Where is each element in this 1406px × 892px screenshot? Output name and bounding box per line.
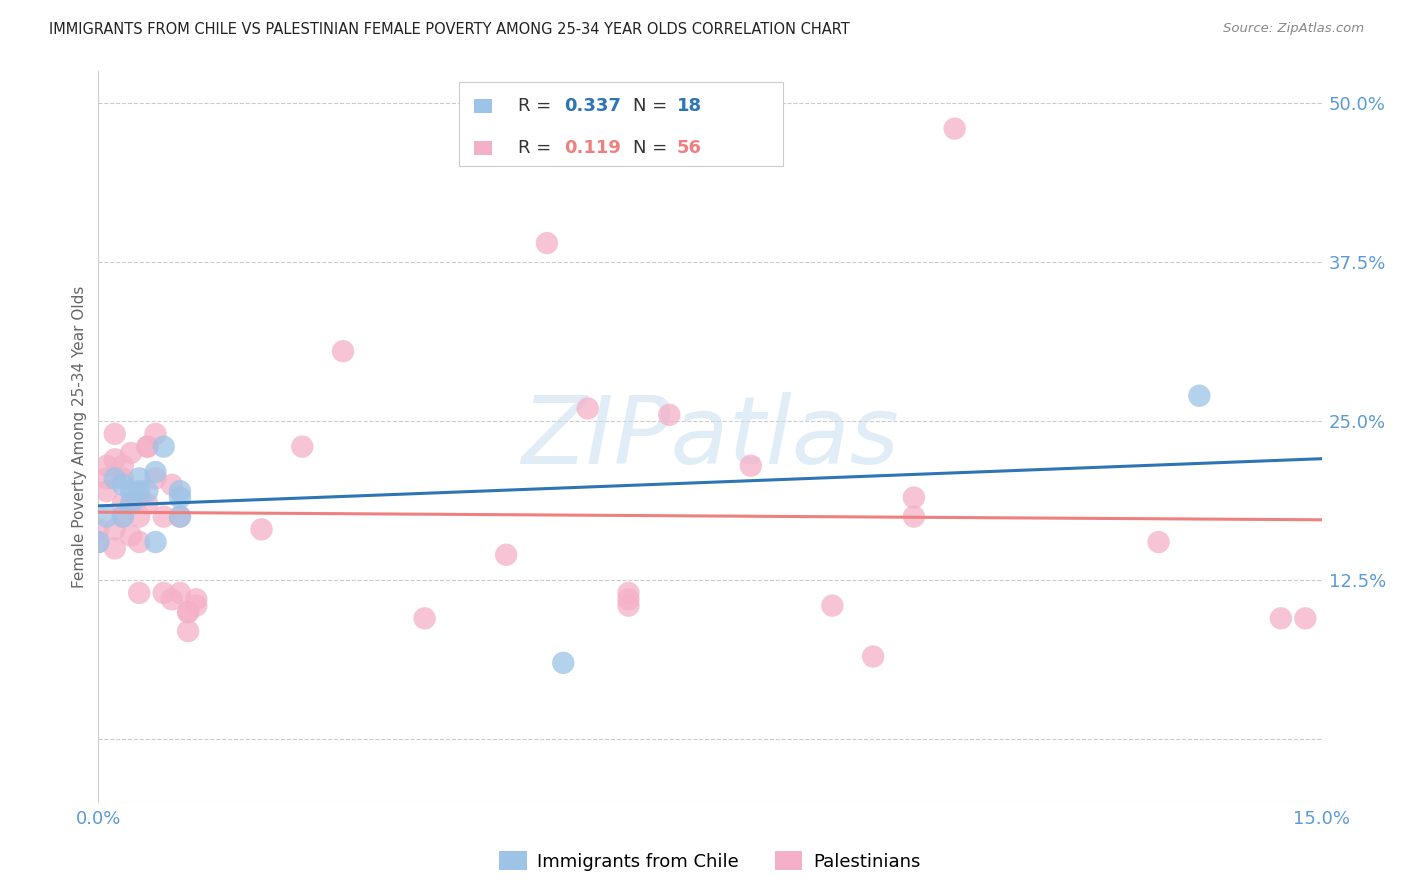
Point [1270,611,1292,625]
Point [332,344,354,359]
Point [169,491,191,505]
Point [177,624,200,638]
Point [87,535,110,549]
Point [87,522,110,536]
Point [536,236,558,251]
Point [120,497,142,511]
Text: N =: N = [633,139,673,157]
Point [120,529,142,543]
Point [136,497,159,511]
Point [96,471,118,485]
Point [903,491,925,505]
Text: R =: R = [517,97,557,115]
Point [1294,611,1316,625]
Text: IMMIGRANTS FROM CHILE VS PALESTINIAN FEMALE POVERTY AMONG 25-34 YEAR OLDS CORREL: IMMIGRANTS FROM CHILE VS PALESTINIAN FEM… [49,22,851,37]
Point [658,408,681,422]
Point [169,509,191,524]
Point [96,484,118,499]
Point [617,599,640,613]
Point [111,509,134,524]
Point [128,586,150,600]
Point [145,471,167,485]
Point [145,535,167,549]
Point [104,471,127,485]
Point [111,458,134,473]
Point [104,541,127,556]
Point [120,446,142,460]
Point [96,458,118,473]
Text: Source: ZipAtlas.com: Source: ZipAtlas.com [1223,22,1364,36]
Point [111,477,134,491]
Point [186,592,208,607]
Point [160,592,183,607]
Point [136,484,159,499]
Point [617,592,640,607]
Point [177,605,200,619]
Text: 18: 18 [678,97,702,115]
FancyBboxPatch shape [474,141,492,155]
Text: R =: R = [517,139,557,157]
Point [120,484,142,499]
Point [821,599,844,613]
Point [111,497,134,511]
Point [120,497,142,511]
Point [495,548,517,562]
Point [862,649,884,664]
Point [104,426,127,441]
Point [413,611,436,625]
Text: N =: N = [633,97,673,115]
Point [128,509,150,524]
Point [943,121,966,136]
Point [152,586,174,600]
Point [169,509,191,524]
Point [903,509,925,524]
Point [576,401,599,416]
Point [186,599,208,613]
Point [128,491,150,505]
Point [128,484,150,499]
Point [128,471,150,485]
Point [160,477,183,491]
Point [136,440,159,454]
Point [169,484,191,499]
Point [177,605,200,619]
Y-axis label: Female Poverty Among 25-34 Year Olds: Female Poverty Among 25-34 Year Olds [72,286,87,588]
Point [111,471,134,485]
Point [104,522,127,536]
Point [152,509,174,524]
Text: 0.337: 0.337 [564,97,621,115]
FancyBboxPatch shape [474,99,492,113]
Point [169,586,191,600]
Point [136,440,159,454]
Point [291,440,314,454]
Text: 56: 56 [678,139,702,157]
Text: 0.119: 0.119 [564,139,621,157]
Point [740,458,762,473]
Point [128,535,150,549]
Point [96,509,118,524]
Point [145,426,167,441]
Point [87,535,110,549]
Point [104,452,127,467]
Text: ZIPatlas: ZIPatlas [522,392,898,483]
Point [152,440,174,454]
Point [1147,535,1170,549]
Point [145,465,167,479]
Point [1188,389,1211,403]
Legend: Immigrants from Chile, Palestinians: Immigrants from Chile, Palestinians [492,844,928,878]
FancyBboxPatch shape [460,82,783,167]
Point [250,522,273,536]
Point [111,509,134,524]
Point [553,656,575,670]
Point [617,586,640,600]
